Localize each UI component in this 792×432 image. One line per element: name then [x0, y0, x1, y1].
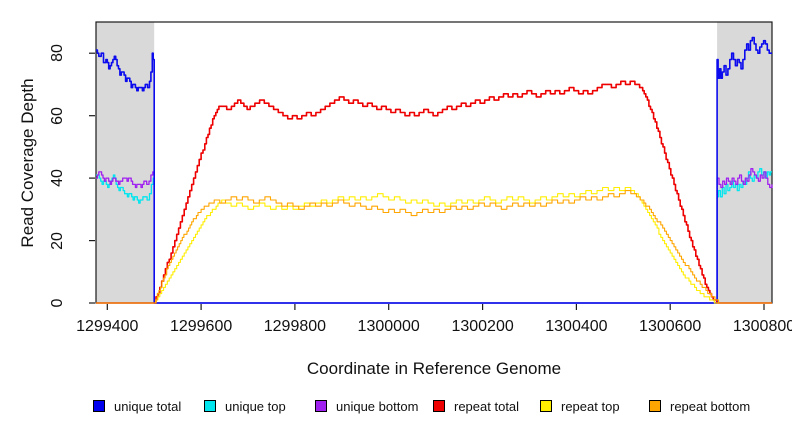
- x-tick-label: 1300000: [357, 318, 420, 335]
- legend-label: unique top: [225, 398, 286, 414]
- series-repeat-bottom: [96, 190, 772, 304]
- legend-swatch-icon: [204, 400, 216, 412]
- legend-item-unique-top: unique top: [204, 398, 286, 414]
- legend-label: repeat total: [454, 398, 520, 414]
- shaded-region: [717, 22, 772, 303]
- legend-swatch-icon: [315, 400, 327, 412]
- series-unique-total: [96, 36, 772, 304]
- series-unique-top: [96, 168, 772, 304]
- y-tick-label: 60: [49, 106, 66, 125]
- legend-item-repeat-bottom: repeat bottom: [649, 398, 750, 414]
- legend-swatch-icon: [649, 400, 661, 412]
- y-tick-label: 80: [49, 44, 66, 63]
- legend-swatch-icon: [93, 400, 105, 412]
- series-unique-bottom: [96, 168, 773, 304]
- y-tick-label: 40: [49, 169, 66, 187]
- legend-label: unique bottom: [336, 398, 419, 414]
- x-tick-label: 1300600: [639, 318, 702, 335]
- y-axis-title: Read Coverage Depth: [18, 78, 37, 248]
- legend-label: repeat top: [561, 398, 620, 414]
- x-tick-label: 1300200: [451, 318, 514, 335]
- x-axis-title: Coordinate in Reference Genome: [306, 359, 562, 378]
- legend-swatch-icon: [540, 400, 552, 412]
- legend-label: unique total: [114, 398, 182, 414]
- legend-item-repeat-total: repeat total: [433, 398, 519, 414]
- x-tick-label: 1299400: [76, 318, 139, 335]
- x-tick-label: 1299600: [169, 318, 233, 335]
- x-tick-label: 1300400: [545, 318, 608, 335]
- x-axis-tick-labels: 1299400 1299600 1299800 1300000 1300200 13004…: [0, 319, 792, 337]
- x-tick-label: 1300800: [732, 318, 792, 335]
- plot-frame: [95, 21, 773, 304]
- y-tick-label: 20: [49, 231, 66, 250]
- series-repeat-top: [96, 186, 772, 304]
- legend-item-unique-bottom: unique bottom: [315, 398, 418, 414]
- series-repeat-total: [96, 80, 772, 304]
- legend-item-unique-total: unique total: [93, 398, 181, 414]
- x-tick-label: 1299800: [263, 318, 327, 335]
- shaded-region: [96, 22, 155, 303]
- legend-item-repeat-top: repeat top: [540, 398, 620, 414]
- y-tick-label: 0: [49, 298, 66, 308]
- legend: unique total unique top unique bottom repea…: [0, 398, 792, 416]
- legend-swatch-icon: [433, 400, 445, 412]
- legend-label: repeat bottom: [670, 398, 751, 414]
